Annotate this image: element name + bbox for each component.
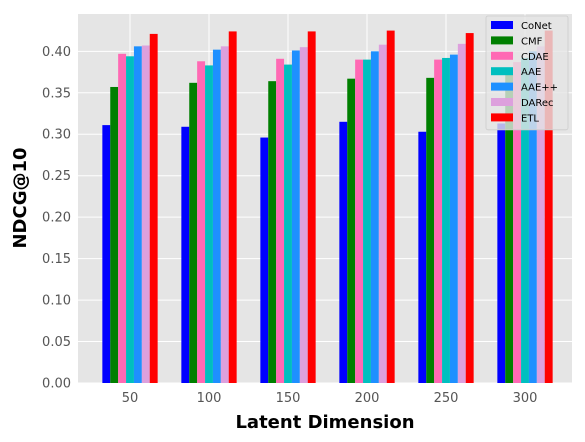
legend: CoNet CMF CDAE AAE AAE++ DARec ETL	[485, 15, 569, 131]
bar-etl	[544, 30, 553, 384]
bar-aae	[442, 57, 450, 384]
y-tick-label: 0.35	[42, 86, 71, 101]
bar-conet	[260, 137, 269, 383]
legend-swatch	[491, 36, 513, 45]
bar-darec	[457, 43, 466, 383]
bar-aae	[284, 64, 292, 383]
y-tick-label: 0.20	[42, 211, 71, 226]
y-tick-label: 0.25	[42, 169, 71, 184]
legend-label: CMF	[521, 36, 543, 47]
x-axis-ticks: 50 100 150 200 250 300	[122, 391, 538, 406]
bar-cdae	[513, 62, 522, 383]
bar-conet	[181, 126, 190, 383]
bar-cmf	[110, 86, 119, 383]
bar-cdae	[355, 59, 364, 383]
bar-aae	[521, 57, 529, 384]
bar-cmf	[189, 82, 198, 384]
y-axis-label: NDCG@10	[10, 147, 31, 248]
bar-aaeplusplus	[449, 54, 458, 383]
bar-aaeplusplus	[133, 46, 142, 383]
bar-darec	[220, 46, 229, 383]
x-axis-label: Latent Dimension	[235, 412, 414, 433]
y-tick-label: 0.40	[42, 45, 71, 60]
bars	[102, 30, 553, 384]
bar-cdae	[197, 61, 206, 383]
bar-darec	[141, 45, 150, 384]
bar-cdae	[434, 59, 443, 383]
y-tick-label: 0.05	[42, 335, 71, 350]
legend-swatch	[491, 51, 513, 60]
legend-swatch	[491, 98, 513, 106]
y-axis-ticks: 0.00 0.05 0.10 0.15 0.20 0.25 0.30 0.35 0.40	[42, 45, 71, 392]
bar-cmf	[426, 77, 435, 384]
y-tick-label: 0.15	[42, 252, 71, 267]
bar-etl	[228, 31, 237, 383]
bar-aaeplusplus	[291, 50, 300, 384]
legend-label: AAE++	[521, 83, 558, 94]
bar-etl	[149, 33, 158, 383]
y-tick-label: 0.30	[42, 128, 71, 143]
bar-cdae	[118, 53, 127, 383]
bar-cdae	[276, 58, 285, 383]
bar-aae	[363, 59, 371, 383]
bar-darec	[536, 46, 545, 383]
bar-etl	[307, 31, 316, 383]
legend-label: CDAE	[521, 52, 549, 63]
legend-swatch	[491, 21, 513, 29]
x-tick-label: 150	[276, 391, 301, 406]
x-tick-label: 200	[355, 391, 380, 406]
y-tick-label: 0.00	[42, 377, 71, 392]
bar-conet	[339, 121, 348, 383]
bar-conet	[102, 125, 111, 383]
bar-etl	[465, 33, 474, 384]
x-tick-label: 50	[122, 391, 139, 406]
legend-swatch	[491, 82, 513, 91]
bar-cmf	[347, 78, 356, 383]
bar-aae	[126, 56, 134, 383]
legend-label: DARec	[521, 98, 554, 109]
bar-aaeplusplus	[212, 49, 221, 383]
bar-darec	[299, 47, 308, 383]
bar-conet	[418, 131, 427, 383]
bar-aae	[205, 65, 213, 383]
legend-swatch	[491, 113, 513, 122]
bar-aaeplusplus	[370, 51, 379, 383]
legend-swatch	[491, 67, 513, 76]
bar-cmf	[268, 81, 277, 383]
x-tick-label: 100	[197, 391, 222, 406]
x-tick-label: 300	[513, 391, 538, 406]
bar-darec	[378, 44, 387, 383]
bar-etl	[386, 30, 395, 384]
legend-label: AAE	[521, 67, 541, 78]
x-tick-label: 250	[434, 391, 459, 406]
bar-conet	[497, 123, 506, 383]
legend-label: CoNet	[521, 21, 552, 32]
bar-aaeplusplus	[528, 51, 537, 383]
bar-cmf	[505, 74, 514, 383]
y-tick-label: 0.10	[42, 294, 71, 309]
legend-label: ETL	[521, 113, 539, 124]
